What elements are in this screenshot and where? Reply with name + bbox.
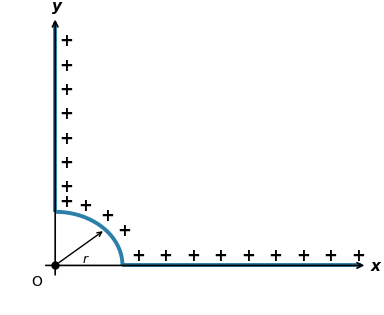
Text: +: + (59, 178, 73, 197)
Text: +: + (186, 247, 200, 265)
Text: +: + (100, 207, 114, 225)
Text: +: + (59, 154, 73, 172)
Text: y: y (52, 0, 62, 14)
Text: +: + (351, 247, 365, 265)
Text: +: + (59, 130, 73, 148)
Text: +: + (214, 247, 227, 265)
Text: +: + (131, 247, 145, 265)
Text: +: + (79, 197, 93, 215)
Text: +: + (268, 247, 282, 265)
Text: x: x (370, 259, 380, 274)
Text: +: + (296, 247, 310, 265)
Text: +: + (323, 247, 338, 265)
Text: +: + (117, 222, 131, 240)
Text: O: O (31, 276, 42, 289)
Text: +: + (59, 193, 73, 211)
Text: +: + (241, 247, 255, 265)
Text: +: + (59, 105, 73, 123)
Text: +: + (59, 32, 73, 50)
Text: +: + (59, 81, 73, 99)
Text: +: + (158, 247, 172, 265)
Text: r: r (83, 253, 88, 266)
Text: +: + (59, 56, 73, 75)
